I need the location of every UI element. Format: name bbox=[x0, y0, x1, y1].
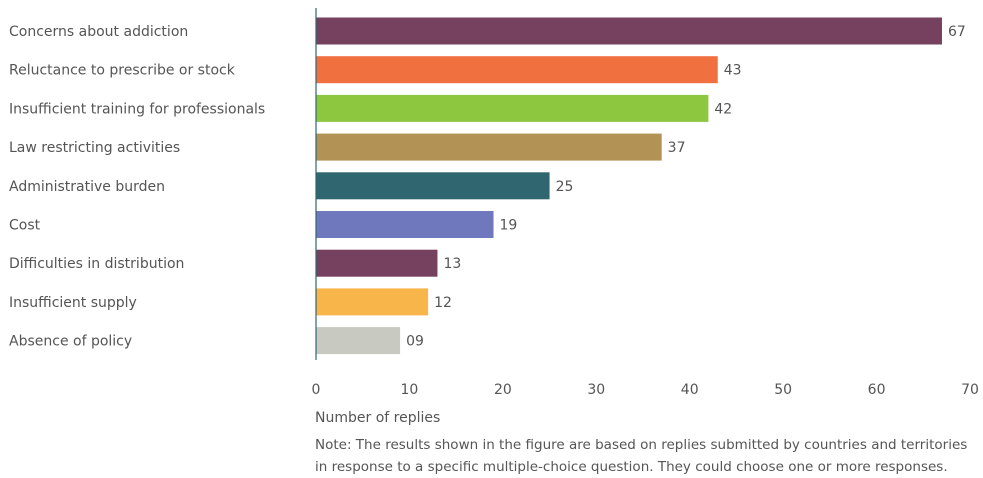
value-label-reluctance-to-prescribe-or-stock: 43 bbox=[724, 63, 742, 79]
bar-chart: Concerns about addiction Reluctance to pr… bbox=[9, 8, 979, 398]
category-label-administrative-burden: Administrative burden bbox=[9, 179, 165, 195]
bars bbox=[316, 17, 942, 355]
bar-concerns-about-addiction bbox=[316, 17, 942, 45]
chart-note: Note: The results shown in the figure ar… bbox=[315, 437, 968, 475]
x-tick-label: 30 bbox=[587, 382, 605, 398]
category-label-insufficient-training-for-professionals: Insufficient training for professionals bbox=[9, 101, 265, 117]
x-tick-label: 50 bbox=[774, 382, 792, 398]
category-label-insufficient-supply: Insufficient supply bbox=[9, 295, 137, 311]
bar-administrative-burden bbox=[316, 172, 550, 200]
x-tick-label: 20 bbox=[494, 382, 512, 398]
value-label-absence-of-policy: 09 bbox=[406, 334, 424, 350]
x-tick-label: 0 bbox=[312, 382, 321, 398]
value-label-insufficient-training-for-professionals: 42 bbox=[714, 101, 732, 117]
x-axis-title: Number of replies bbox=[315, 410, 441, 426]
x-tick-label: 60 bbox=[868, 382, 886, 398]
category-label-absence-of-policy: Absence of policy bbox=[9, 334, 132, 350]
bar-absence-of-policy bbox=[316, 327, 401, 355]
category-label-difficulties-in-distribution: Difficulties in distribution bbox=[9, 256, 184, 272]
category-labels: Concerns about addiction Reluctance to pr… bbox=[9, 24, 265, 350]
bar-insufficient-supply bbox=[316, 288, 429, 316]
category-label-reluctance-to-prescribe-or-stock: Reluctance to prescribe or stock bbox=[9, 63, 236, 79]
value-label-insufficient-supply: 12 bbox=[434, 295, 452, 311]
x-tick-label: 70 bbox=[961, 382, 979, 398]
category-label-concerns-about-addiction: Concerns about addiction bbox=[9, 24, 188, 40]
bar-cost bbox=[316, 211, 494, 238]
value-label-law-restricting-activities: 37 bbox=[668, 140, 686, 156]
bar-difficulties-in-distribution bbox=[316, 249, 438, 277]
value-label-concerns-about-addiction: 67 bbox=[948, 24, 966, 40]
bar-reluctance-to-prescribe-or-stock bbox=[316, 56, 718, 84]
category-label-law-restricting-activities: Law restricting activities bbox=[9, 140, 180, 156]
x-tick-label: 40 bbox=[681, 382, 699, 398]
category-label-cost: Cost bbox=[9, 218, 41, 234]
value-label-difficulties-in-distribution: 13 bbox=[443, 256, 461, 272]
value-label-administrative-burden: 25 bbox=[556, 179, 574, 195]
x-axis: 0 10 20 30 40 50 60 70 bbox=[312, 8, 979, 398]
bar-law-restricting-activities bbox=[316, 133, 662, 161]
value-labels: 67 43 42 37 25 19 13 12 09 bbox=[406, 24, 966, 350]
x-tick-label: 10 bbox=[401, 382, 419, 398]
value-label-cost: 19 bbox=[500, 218, 518, 234]
bar-insufficient-training-for-professionals bbox=[316, 94, 709, 122]
